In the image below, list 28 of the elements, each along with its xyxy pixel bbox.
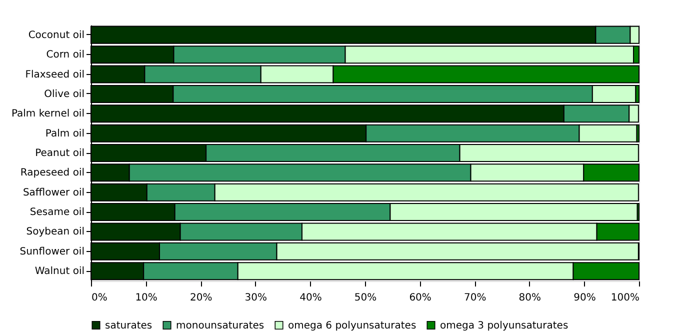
y-tick-label: Rapeseed oil xyxy=(20,168,84,179)
x-tick-label: 10% xyxy=(135,292,158,304)
y-tick-label: Olive oil xyxy=(44,88,84,100)
x-tick-label: 0% xyxy=(92,292,108,304)
x-tick-label: 90% xyxy=(574,292,596,304)
x-tick-label: 40% xyxy=(300,292,322,304)
y-tick-label: Coconut oil xyxy=(28,30,84,41)
legend-label: saturates xyxy=(105,320,152,332)
y-tick-label: Walnut oil xyxy=(34,266,84,278)
x-tick-label: 60% xyxy=(409,292,432,304)
x-tick-label: 70% xyxy=(464,292,486,304)
y-tick-label: Flaxseed oil xyxy=(25,69,84,80)
y-tick-label: Sesame oil xyxy=(30,207,84,218)
y-tick-label: Soybean oil xyxy=(26,226,84,238)
x-tick-label: 100% xyxy=(610,292,640,304)
legend-label: omega 6 polyunsaturates xyxy=(288,320,416,332)
x-tick-label: 30% xyxy=(244,292,268,304)
legend-label: monounsaturates xyxy=(176,320,264,332)
y-tick-label: Safflower oil xyxy=(22,187,84,198)
x-tick-label: 80% xyxy=(518,292,542,304)
y-tick-label: Corn oil xyxy=(46,50,84,61)
legend-label: omega 3 polyunsaturates xyxy=(440,320,568,332)
y-tick-label: Palm oil xyxy=(45,128,84,140)
y-tick-label: Sunflower oil xyxy=(20,246,84,258)
y-tick-label: Peanut oil xyxy=(35,148,84,159)
x-tick-label: 20% xyxy=(190,292,212,304)
y-tick-label: Palm kernel oil xyxy=(11,108,84,120)
x-tick-label: 50% xyxy=(354,292,377,304)
